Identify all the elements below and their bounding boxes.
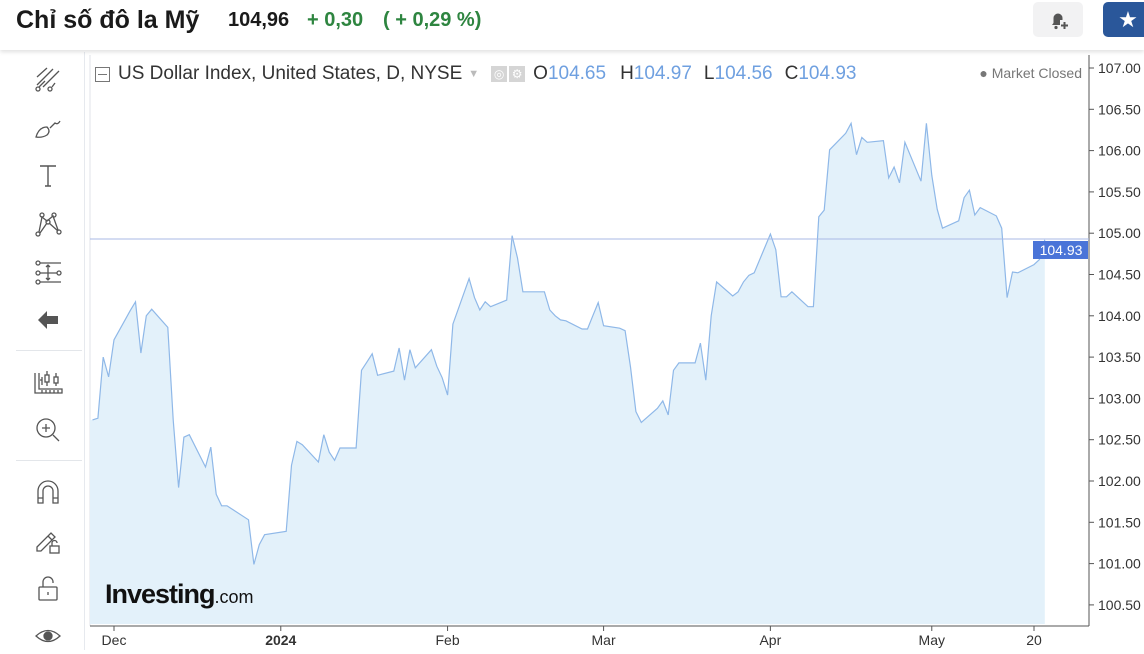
close-label: C [784, 63, 799, 84]
y-tick-label: 103.50 [1098, 349, 1141, 365]
unlock-tool[interactable] [30, 570, 66, 606]
pattern-tool[interactable] [30, 206, 66, 242]
lock-drawings-tool[interactable] [30, 522, 66, 558]
magnet-icon [37, 480, 59, 504]
fib-icon [35, 260, 62, 285]
price-change: + 0,30 [307, 9, 364, 31]
quote-header: Chỉ số đô la Mỹ 104,96 + 0,30 ( + 0,29 %… [0, 0, 1144, 50]
open-value: 104.65 [547, 63, 607, 84]
logo-suffix: .com [214, 587, 254, 607]
chart-legend: US Dollar Index, United States, D, NYSE … [95, 63, 856, 85]
back-arrow-icon [38, 311, 58, 329]
fib-tool[interactable] [30, 254, 66, 290]
y-tick-label: 104.50 [1098, 267, 1141, 283]
y-tick-label: 101.00 [1098, 556, 1141, 572]
x-tick-label: Dec [102, 632, 127, 648]
y-tick-label: 101.50 [1098, 514, 1141, 530]
brush-icon [35, 120, 61, 138]
collapse-legend-button[interactable] [95, 66, 110, 82]
magnet-tool[interactable] [30, 474, 66, 510]
y-tick-label: 105.00 [1098, 225, 1141, 241]
add-alert-button[interactable] [1033, 2, 1083, 37]
symbol-description: US Dollar Index, United States, D, NYSE [118, 63, 463, 84]
logo-brand: Investing [105, 579, 216, 609]
y-tick-label: 104.00 [1098, 308, 1141, 324]
eye-icon [35, 629, 61, 643]
visibility-toggle-icon[interactable]: ◎ [491, 66, 508, 82]
last-price-label: 104.93 [1040, 242, 1083, 258]
trend-line-tool[interactable] [30, 62, 66, 98]
pattern-icon [35, 212, 62, 237]
y-tick-label: 102.50 [1098, 432, 1141, 448]
market-status-text: Market Closed [991, 65, 1082, 81]
investing-logo: Investing.com [105, 579, 254, 610]
last-price: 104,96 [228, 9, 290, 31]
x-tick-label: Feb [436, 632, 460, 648]
x-tick-label: 20 [1026, 632, 1042, 648]
close-value: 104.93 [798, 63, 857, 84]
indicators-icon [34, 371, 63, 394]
low-value: 104.56 [714, 63, 773, 84]
x-tick-label: Apr [759, 632, 781, 648]
area-fill [90, 123, 1045, 625]
unlock-icon [38, 576, 58, 601]
zoom-in-icon [36, 418, 60, 442]
text-tool[interactable] [30, 158, 66, 194]
x-tick-label: 2024 [265, 632, 296, 648]
toolbar-divider [16, 460, 82, 461]
page-title: Chỉ số đô la Mỹ [16, 6, 200, 34]
y-tick-label: 106.00 [1098, 143, 1141, 159]
star-icon: ★ [1118, 6, 1138, 32]
status-dot-icon: ● [979, 65, 988, 81]
chevron-down-icon[interactable]: ▼ [468, 68, 480, 80]
gear-icon[interactable]: ⚙ [509, 66, 526, 82]
y-tick-label: 106.50 [1098, 101, 1141, 117]
y-tick-label: 107.00 [1098, 60, 1141, 76]
indicators-tool[interactable] [30, 364, 66, 400]
back-button[interactable] [30, 302, 66, 338]
y-tick-label: 105.50 [1098, 184, 1141, 200]
high-value: 104.97 [633, 63, 692, 84]
add-to-watchlist-button[interactable]: ★ [1103, 2, 1144, 37]
y-tick-label: 100.50 [1098, 597, 1141, 613]
price-line [92, 121, 1046, 565]
market-status: ● Market Closed [979, 65, 1082, 81]
price-change-percent: ( + 0,29 %) [383, 9, 482, 31]
zoom-in-tool[interactable] [30, 412, 66, 448]
x-tick-label: Mar [592, 632, 616, 648]
text-icon [40, 165, 56, 187]
y-tick-label: 103.00 [1098, 390, 1141, 406]
toolbar-divider [16, 350, 82, 351]
brush-tool[interactable] [30, 110, 66, 146]
lock-drawings-icon [36, 532, 60, 554]
visibility-tool[interactable] [30, 618, 66, 654]
x-tick-label: May [919, 632, 945, 648]
bell-plus-icon [1052, 13, 1068, 29]
last-price-label-bg [1033, 240, 1088, 259]
high-label: H [620, 63, 634, 84]
open-label: O [533, 63, 548, 84]
y-tick-label: 102.00 [1098, 473, 1141, 489]
drawing-toolbar [0, 52, 85, 650]
trend-line-icon [35, 67, 60, 92]
low-label: L [703, 63, 715, 84]
